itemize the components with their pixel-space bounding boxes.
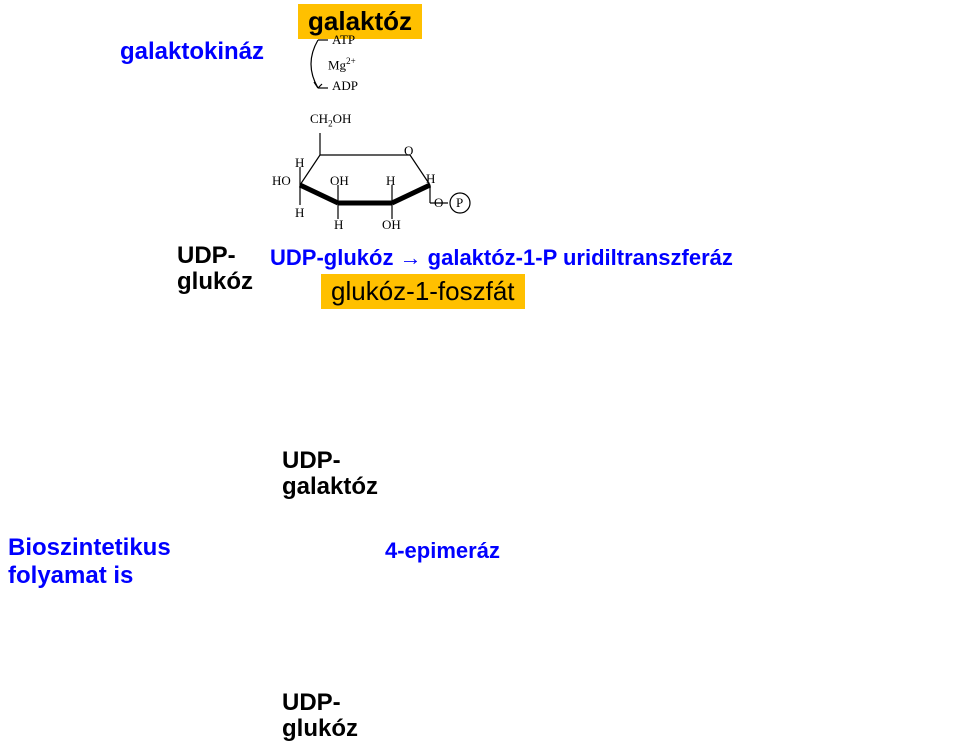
o-link: O: [434, 195, 443, 211]
label-galaktokinaz-text: galaktokináz: [120, 38, 264, 65]
label-glukoz-1-foszfat: glukóz-1-foszfát: [321, 274, 525, 309]
oh-c3-up: OH: [330, 173, 349, 189]
glukoz-1-foszfat-text: glukóz-1-foszfát: [331, 276, 515, 306]
h-c3-down: H: [334, 217, 343, 233]
ring-o: O: [404, 143, 413, 159]
reaction-arrow-group: ATP Mg2+ ADP: [300, 34, 440, 94]
udp-glukoz-left-line2: glukóz: [177, 269, 253, 295]
hexose-structure: CH2OH O HO H H OH H H OH H O P: [260, 95, 480, 235]
enzyme-text: UDP-glukóz → galaktóz-1-P uridiltranszfe…: [270, 245, 733, 270]
label-4-epimeraz: 4-epimeráz: [385, 538, 500, 564]
h-c1: H: [426, 171, 435, 187]
label-galaktoz-text: galaktóz: [308, 6, 412, 36]
reaction-arrow-svg: [300, 34, 440, 94]
hexose-svg: [260, 95, 480, 235]
label-udp-galaktoz: UDP- galaktóz: [282, 448, 378, 501]
label-udp-glukoz-left: UDP- glukóz: [177, 243, 253, 296]
udp-galaktoz-line2: galaktóz: [282, 474, 378, 500]
label-udp-glukoz-bottom: UDP- glukóz: [282, 690, 358, 741]
epimeraz-text: 4-epimeráz: [385, 538, 500, 563]
bioszintetikus-line1: Bioszintetikus: [8, 534, 171, 562]
ch2oh-label: CH2OH: [310, 111, 351, 129]
label-bioszintetikus: Bioszintetikus folyamat is: [8, 534, 171, 589]
ho-left: HO: [272, 173, 291, 189]
atp-label: ATP: [332, 32, 355, 48]
label-galaktokinaz: galaktokináz: [120, 38, 264, 66]
h-c4-eq: H: [295, 205, 304, 221]
mg-label: Mg2+: [328, 56, 356, 73]
udp-glukoz-bottom-line1: UDP-: [282, 690, 358, 716]
p-circle-label: P: [456, 195, 463, 211]
udp-glukoz-bottom-line2: glukóz: [282, 716, 358, 741]
label-enzyme-uridiltransferase: UDP-glukóz → galaktóz-1-P uridiltranszfe…: [270, 245, 733, 271]
h-c2-up: H: [386, 173, 395, 189]
h-c4-ax: H: [295, 155, 304, 171]
oh-c2-down: OH: [382, 217, 401, 233]
adp-label: ADP: [332, 78, 358, 94]
udp-galaktoz-line1: UDP-: [282, 448, 378, 474]
udp-glukoz-left-line1: UDP-: [177, 243, 253, 269]
bioszintetikus-line2: folyamat is: [8, 562, 171, 590]
